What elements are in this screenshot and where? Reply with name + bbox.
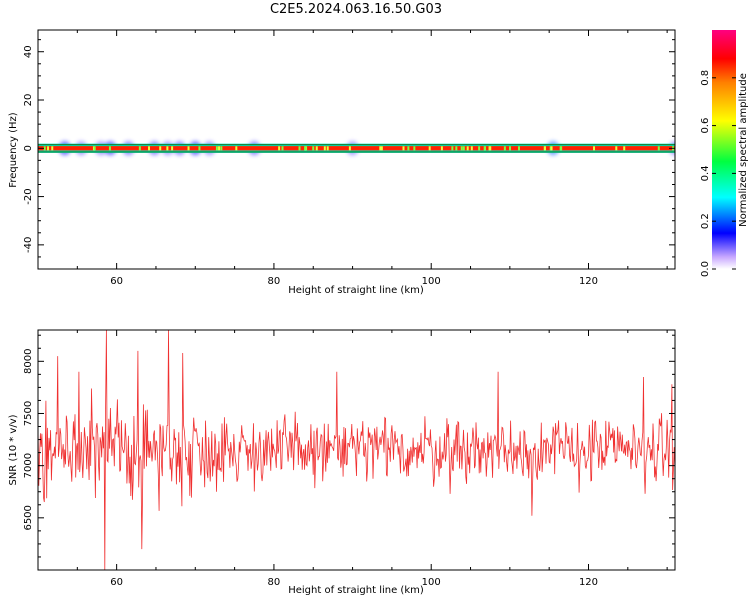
band-fleck [517, 146, 520, 151]
bottom-x-axis-label: Height of straight line (km) [288, 585, 424, 596]
band-fleck [281, 146, 284, 151]
band-fleck [440, 146, 443, 151]
band-fleck [657, 146, 660, 151]
band-fleck [402, 146, 405, 151]
colorbar-tick-label: 0.4 [700, 165, 711, 181]
band-fleck [312, 146, 315, 151]
snr-series-line [38, 330, 675, 570]
band-fleck [187, 146, 190, 151]
bottom-y-axis-label: SNR (10 * v/v) [8, 414, 19, 485]
band-fleck [483, 146, 486, 151]
band-fleck [451, 146, 454, 151]
band-fleck [407, 146, 410, 151]
band-fleck [171, 146, 174, 151]
band-fleck [455, 146, 458, 151]
band-fleck [623, 146, 626, 151]
top-y-tick-label: 40 [23, 45, 34, 58]
band-fleck [478, 146, 481, 151]
band-fleck [348, 146, 351, 151]
colorbar-tick-label: 0.0 [700, 261, 711, 277]
snr-panel: 60 80 100 120 6500 7000 7500 8000 Height of str… [8, 329, 676, 596]
top-x-tick-label: 80 [268, 276, 281, 287]
band-fleck [460, 146, 463, 151]
band-fleck [489, 146, 492, 151]
bottom-y-tick-label: 7000 [23, 453, 34, 478]
top-y-axis-label: Frequency (Hz) [8, 112, 19, 188]
top-y-tick-label: -20 [23, 188, 34, 204]
band-fleck [323, 146, 326, 151]
band-fleck [462, 146, 465, 151]
band-fleck [220, 146, 223, 151]
band-fleck [138, 146, 141, 151]
colorbar-tick-label: 0.6 [700, 118, 711, 134]
band-fleck [198, 146, 201, 151]
band-fleck [159, 146, 162, 151]
band-fleck [380, 146, 383, 151]
band-fleck [543, 146, 546, 151]
colorbar-tick-label: 0.8 [700, 70, 711, 86]
band-fleck [315, 146, 318, 151]
colorbar-gradient [712, 30, 736, 269]
bottom-x-tick-label: 100 [422, 577, 441, 588]
colorbar-tick-label: 0.2 [700, 213, 711, 229]
band-fleck [166, 146, 169, 151]
band-fleck [593, 146, 596, 151]
band-fleck [428, 146, 431, 151]
band-fleck [215, 146, 218, 151]
colorbar-label: Normalized spectral amplitude [738, 73, 749, 227]
band-fleck [615, 146, 618, 151]
bottom-x-tick-label: 120 [579, 577, 598, 588]
top-y-tick-label: 0 [23, 145, 34, 151]
band-fleck [51, 146, 54, 151]
band-fleck [304, 146, 307, 151]
bottom-y-tick-label: 8000 [23, 349, 34, 374]
band-fleck [108, 146, 111, 151]
bottom-y-tick-label: 7500 [23, 401, 34, 426]
band-fleck [93, 146, 96, 151]
top-x-axis-label: Height of straight line (km) [288, 285, 424, 296]
top-y-tick-label: -40 [23, 237, 34, 253]
band-center [38, 147, 675, 150]
band-fleck [326, 146, 329, 151]
band-fleck [218, 146, 221, 151]
band-fleck [470, 146, 473, 151]
top-x-tick-label: 120 [579, 276, 598, 287]
band-fleck [509, 146, 512, 151]
colorbar: 0.0 0.2 0.4 0.6 0.8 Normalized spectral ampl… [700, 30, 749, 277]
top-x-tick-label: 100 [422, 276, 441, 287]
chart-title: C2E5.2024.063.16.50.G03 [269, 2, 443, 17]
top-x-tick-label: 60 [110, 276, 123, 287]
band-fleck [550, 146, 553, 151]
band-fleck [466, 146, 469, 151]
band-fleck [235, 146, 238, 151]
bottom-x-tick-label: 80 [268, 577, 281, 588]
bottom-x-tick-label: 60 [110, 577, 123, 588]
band-fleck [379, 146, 382, 151]
band-fleck [43, 146, 46, 151]
band-fleck [278, 146, 281, 151]
band-fleck [559, 146, 562, 151]
spectrogram-panel: 60 80 100 120 -40 -20 0 20 40 Height of straight… [8, 29, 676, 296]
band-fleck [413, 146, 416, 151]
band-fleck [503, 146, 506, 151]
top-y-tick-label: 20 [23, 94, 34, 107]
bottom-plot-frame [37, 329, 676, 571]
band-fleck [148, 146, 151, 151]
band-fleck [47, 146, 50, 151]
band-fleck [298, 146, 301, 151]
bottom-y-tick-label: 6500 [23, 505, 34, 530]
top-plot-frame [37, 29, 676, 270]
